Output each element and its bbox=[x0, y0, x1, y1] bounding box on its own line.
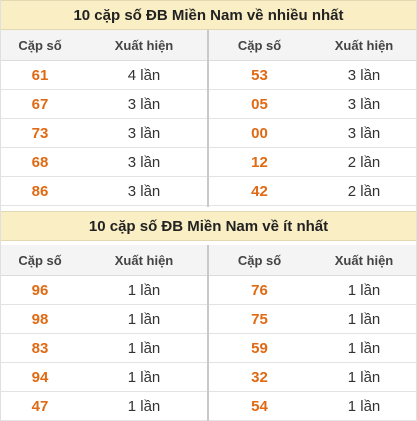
pair-number: 05 bbox=[251, 95, 268, 113]
pair-number: 47 bbox=[31, 397, 49, 415]
header-pair-left: Cặp số bbox=[18, 252, 62, 268]
header-pair-right: Cặp số bbox=[237, 37, 282, 53]
pair-number: 68 bbox=[31, 153, 49, 171]
occurrence-count: 1 lần bbox=[347, 339, 381, 357]
pair-number: 32 bbox=[251, 368, 268, 386]
pair-number: 75 bbox=[251, 310, 268, 328]
occurrence-count: 4 lần bbox=[127, 66, 161, 84]
header-count-left: Xuất hiện bbox=[114, 37, 174, 53]
pair-number: 12 bbox=[251, 153, 268, 171]
occurrence-count: 1 lần bbox=[127, 368, 161, 386]
column-divider bbox=[207, 30, 209, 207]
pair-number: 94 bbox=[31, 368, 49, 386]
occurrence-count: 1 lần bbox=[127, 310, 161, 328]
header-count-left: Xuất hiện bbox=[114, 252, 174, 268]
pair-number: 83 bbox=[31, 339, 49, 357]
header-count-right: Xuất hiện bbox=[334, 37, 394, 53]
occurrence-count: 3 lần bbox=[127, 95, 161, 113]
pair-number: 00 bbox=[251, 124, 268, 142]
occurrence-count: 1 lần bbox=[127, 397, 161, 415]
pair-number: 61 bbox=[31, 66, 49, 84]
pair-number: 76 bbox=[251, 281, 268, 299]
occurrence-count: 3 lần bbox=[127, 153, 161, 171]
table-border-left bbox=[0, 0, 1, 421]
occurrence-count: 1 lần bbox=[127, 339, 161, 357]
occurrence-count: 1 lần bbox=[347, 281, 381, 299]
pair-number: 42 bbox=[251, 182, 268, 200]
section-title-most: 10 cặp số ĐB Miền Nam về nhiều nhất bbox=[0, 0, 417, 30]
header-pair-left: Cặp số bbox=[18, 37, 62, 53]
pair-number: 67 bbox=[31, 95, 49, 113]
pair-number: 54 bbox=[251, 397, 268, 415]
pair-number: 73 bbox=[31, 124, 49, 142]
pair-number: 53 bbox=[251, 66, 268, 84]
occurrence-count: 3 lần bbox=[347, 124, 381, 142]
occurrence-count: 2 lần bbox=[347, 182, 381, 200]
occurrence-count: 1 lần bbox=[127, 281, 161, 299]
occurrence-count: 3 lần bbox=[347, 66, 381, 84]
occurrence-count: 3 lần bbox=[127, 182, 161, 200]
occurrence-count: 1 lần bbox=[347, 397, 381, 415]
header-count-right: Xuất hiện bbox=[334, 252, 394, 268]
pair-number: 98 bbox=[31, 310, 49, 328]
header-pair-right: Cặp số bbox=[237, 252, 282, 268]
section-title-least: 10 cặp số ĐB Miền Nam về ít nhất bbox=[0, 211, 417, 241]
pair-number: 86 bbox=[31, 182, 49, 200]
column-divider bbox=[207, 245, 209, 421]
pair-number: 59 bbox=[251, 339, 268, 357]
occurrence-count: 3 lần bbox=[347, 95, 381, 113]
occurrence-count: 1 lần bbox=[347, 368, 381, 386]
occurrence-count: 2 lần bbox=[347, 153, 381, 171]
pair-number: 96 bbox=[31, 281, 49, 299]
occurrence-count: 3 lần bbox=[127, 124, 161, 142]
occurrence-count: 1 lần bbox=[347, 310, 381, 328]
